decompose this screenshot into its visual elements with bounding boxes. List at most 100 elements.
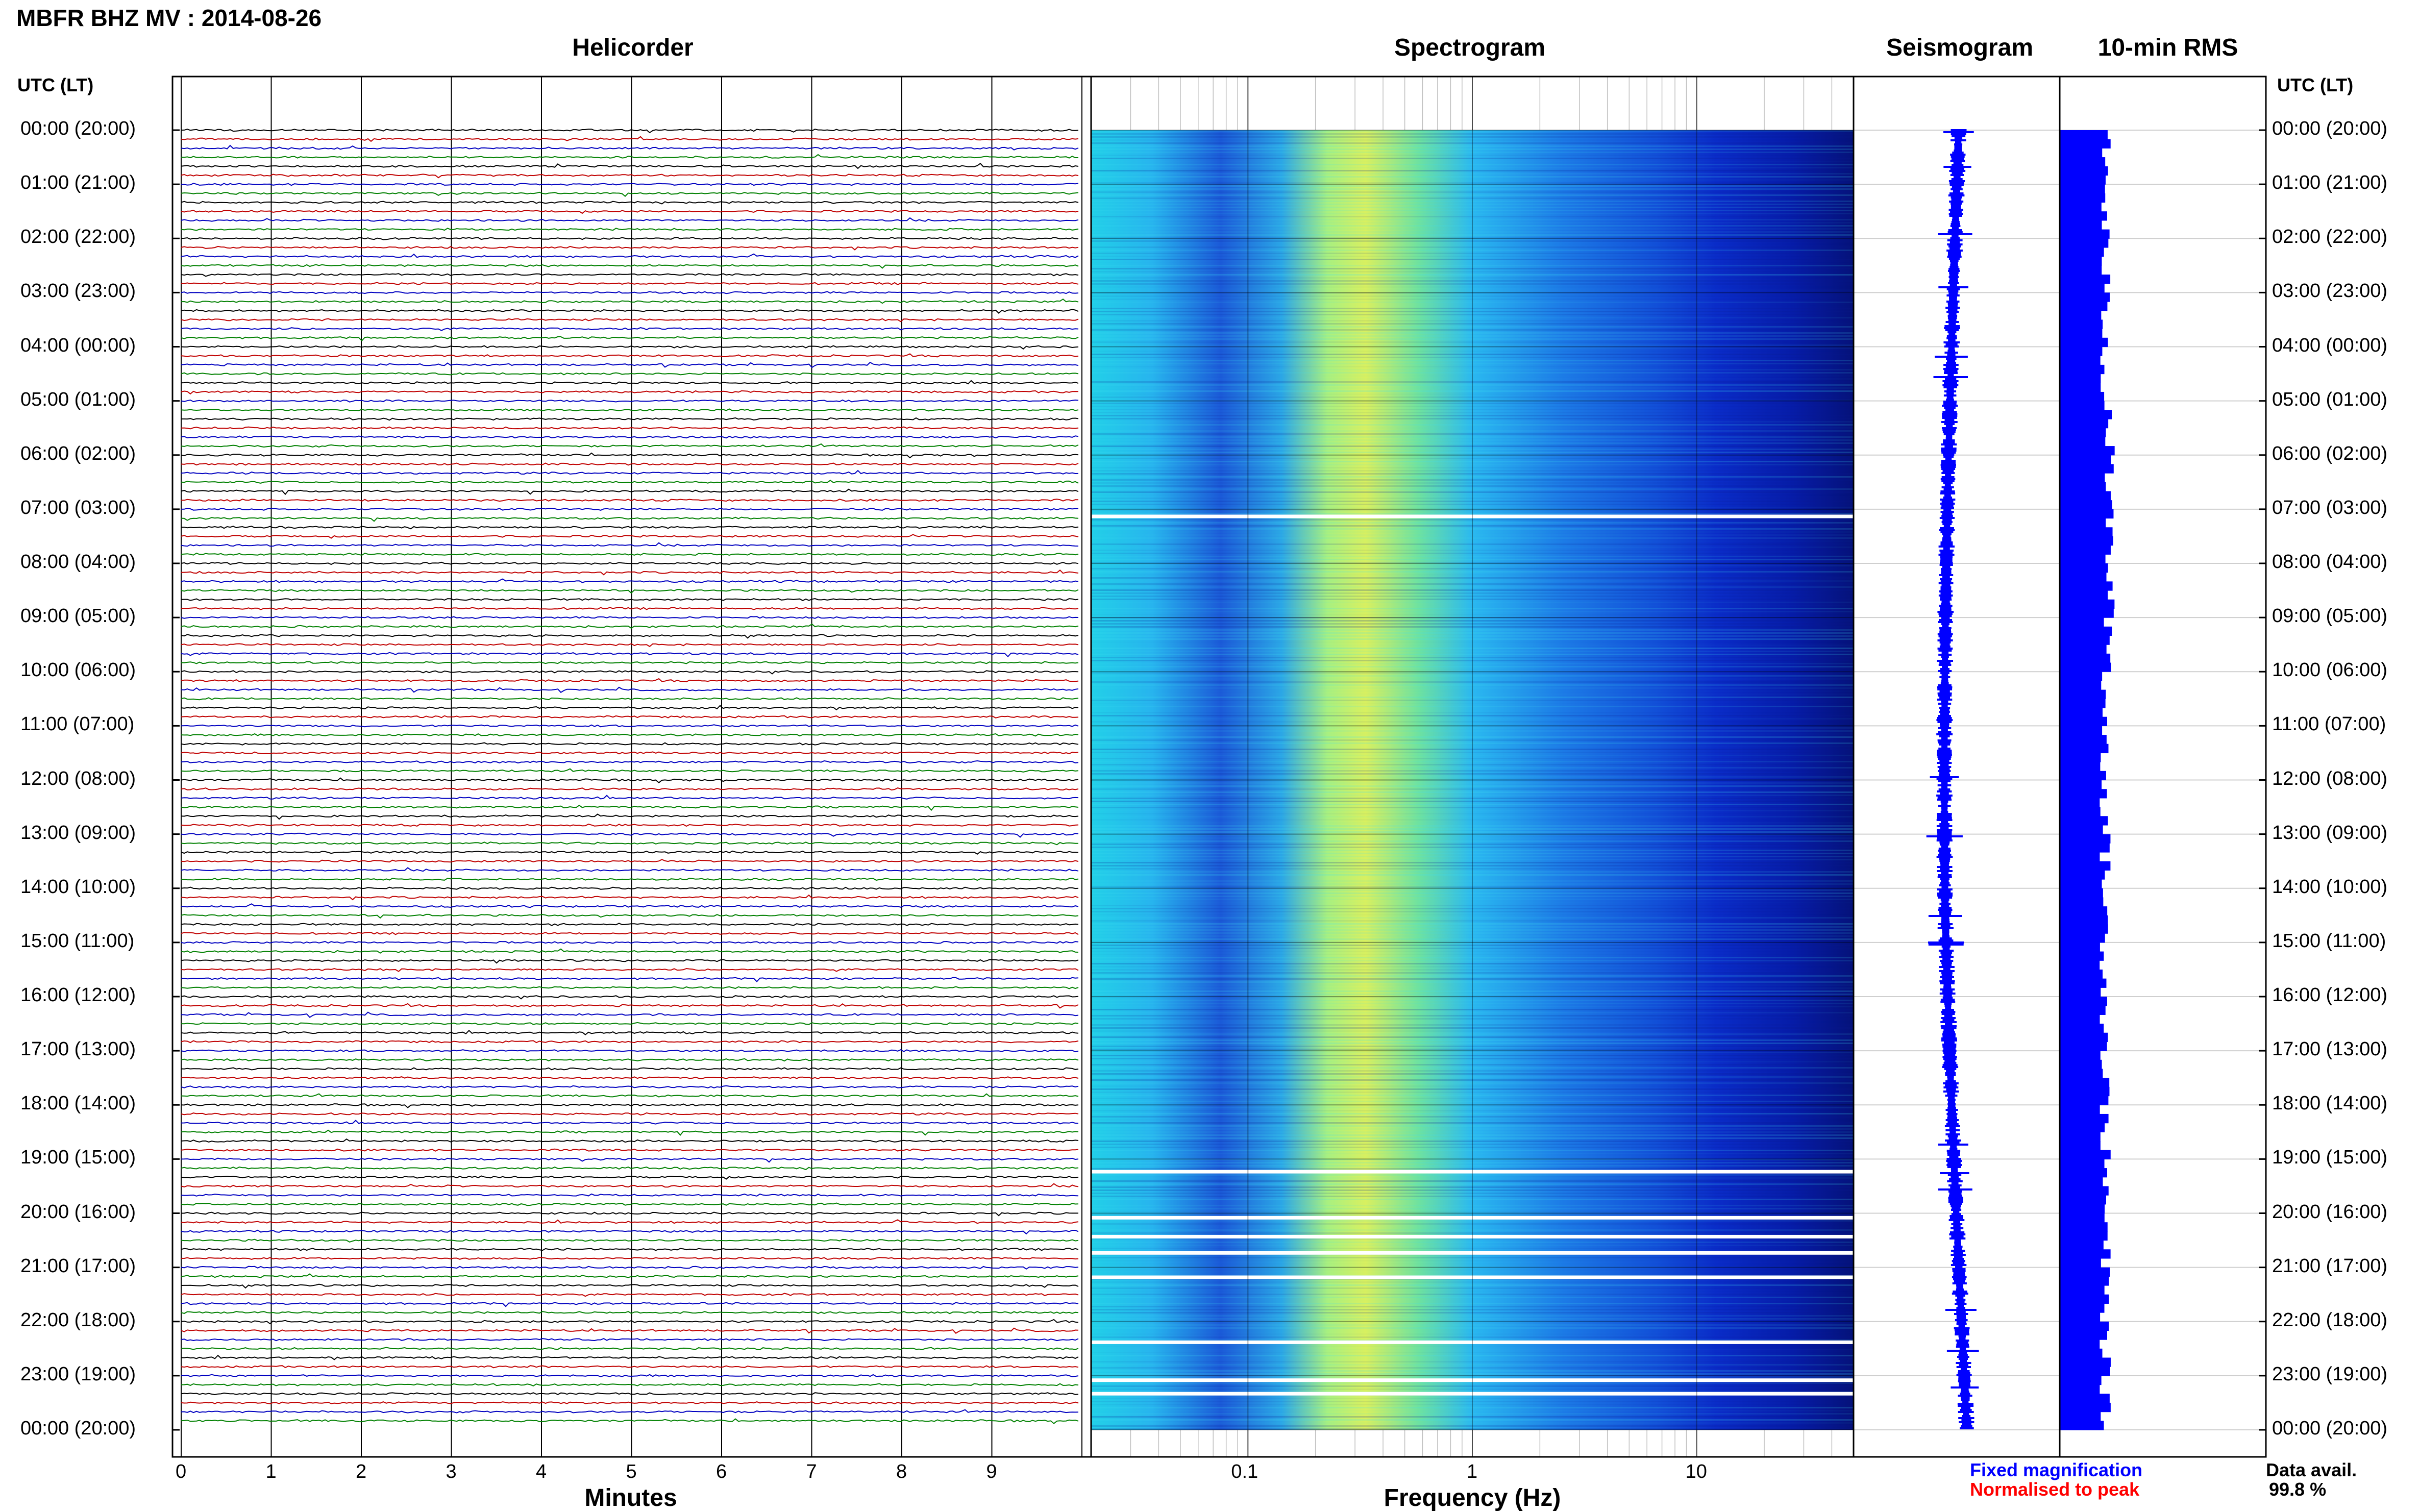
rms-bar <box>2060 1285 2105 1295</box>
spectrogram-streak <box>1091 620 1854 622</box>
right-time-label: 18:00 (14:00) <box>2272 1093 2388 1114</box>
spectrogram-streak <box>1091 1389 1854 1390</box>
spectrogram-streak <box>1091 638 1854 640</box>
rms-bar <box>2060 364 2105 375</box>
left-time-label: 05:00 (01:00) <box>20 388 136 410</box>
left-time-label: 01:00 (21:00) <box>20 172 136 194</box>
helicorder-trace <box>181 1401 1079 1405</box>
spectrogram-streak <box>1091 439 1854 441</box>
spectrogram-streak <box>1091 684 1854 686</box>
spectrogram-streak <box>1091 436 1854 438</box>
spectrogram-streak <box>1091 801 1854 802</box>
helicorder-trace <box>181 253 1079 258</box>
helicorder-trace <box>181 435 1079 439</box>
helicorder-trace <box>181 1129 1079 1136</box>
helicorder-trace <box>181 1003 1079 1009</box>
spectrogram-streak <box>1091 461 1854 462</box>
spectrogram-streak <box>1091 213 1854 214</box>
spectrogram-streak <box>1091 1067 1854 1069</box>
right-time-label: 15:00 (11:00) <box>2272 930 2386 952</box>
left-time-label: 06:00 (02:00) <box>20 442 136 464</box>
rms-bar <box>2060 1051 2101 1060</box>
rms-bar <box>2060 753 2101 762</box>
spectrogram-streak <box>1091 1055 1854 1056</box>
seismogram-trace <box>1926 129 1979 1429</box>
helicorder-trace <box>181 733 1079 737</box>
spectrogram-streak <box>1091 1116 1854 1118</box>
spectrogram-streak <box>1091 314 1854 315</box>
rms-bar <box>2060 220 2102 230</box>
spectrogram-streak <box>1091 543 1854 545</box>
left-time-label: 20:00 (16:00) <box>20 1201 136 1223</box>
spectrogram-streak <box>1091 1153 1854 1154</box>
rms-bar <box>2060 1402 2111 1412</box>
spectrogram-streak <box>1091 831 1854 833</box>
rms-bar <box>2060 211 2107 221</box>
spectrogram-streak <box>1091 170 1854 171</box>
spectrogram-streak <box>1091 804 1854 805</box>
spectrogram-streak <box>1091 1043 1854 1044</box>
rms-bar <box>2060 978 2107 988</box>
rms-bar <box>2060 1340 2100 1349</box>
rms-bar <box>2060 473 2105 483</box>
left-time-label: 00:00 (20:00) <box>20 118 136 139</box>
spectrogram-streak <box>1091 825 1854 827</box>
spectrogram-streak <box>1091 372 1854 374</box>
spectrogram-streak <box>1091 415 1854 416</box>
helicorder-trace <box>181 372 1079 376</box>
helicorder-trace <box>181 228 1079 231</box>
spectrogram-streak <box>1091 406 1854 407</box>
spectrogram-streak <box>1091 859 1854 860</box>
panel-title-helicorder: Helicorder <box>572 34 694 61</box>
spectrogram-streak <box>1091 228 1854 230</box>
rms-bar <box>2060 1421 2104 1430</box>
legend-fixed: Fixed magnification <box>1970 1459 2143 1480</box>
helicorder-trace <box>181 705 1079 711</box>
spectrogram-streak <box>1091 583 1854 585</box>
spectrogram-streak <box>1091 868 1854 870</box>
rms-bar <box>2060 780 2102 789</box>
helicorder-trace <box>181 686 1079 693</box>
rms-bar <box>2060 1249 2111 1259</box>
spectrogram-streak <box>1091 1098 1854 1099</box>
data-avail-value: 99.8 % <box>2269 1479 2327 1500</box>
helicorder-trace <box>181 1138 1079 1143</box>
spectrogram-streak <box>1091 1376 1854 1378</box>
rms-bar <box>2060 184 2105 194</box>
rms-bar <box>2060 1222 2108 1232</box>
spectrogram-streak <box>1091 1232 1854 1234</box>
helicorder-trace <box>181 1029 1079 1035</box>
spectrogram-streak <box>1091 1214 1854 1216</box>
rms-bar <box>2060 1086 2110 1097</box>
rms-bar <box>2060 699 2106 708</box>
spectrogram-streak <box>1091 1183 1854 1185</box>
rms-bar <box>2060 825 2103 835</box>
helicorder-trace <box>181 1354 1079 1360</box>
spectrogram-streak <box>1091 311 1854 312</box>
spectrogram-streak <box>1091 344 1854 346</box>
spectrogram-streak <box>1091 1015 1854 1017</box>
spectrogram-streak <box>1091 1006 1854 1007</box>
rms-bar <box>2060 346 2103 356</box>
helicorder-trace <box>181 1229 1079 1235</box>
spectrogram-streak <box>1091 599 1854 600</box>
left-time-label: 07:00 (03:00) <box>20 497 136 518</box>
right-time-label: 05:00 (01:00) <box>2272 388 2388 410</box>
spectrogram-streak <box>1091 788 1854 790</box>
rms-bar <box>2060 960 2100 970</box>
rms-bar <box>2060 310 2102 320</box>
helicorder-trace <box>181 1319 1079 1325</box>
spectrogram-streak <box>1091 602 1854 603</box>
helicorder-trace <box>181 643 1079 648</box>
spectrogram-streak <box>1091 231 1854 233</box>
helicorder-trace <box>181 1011 1079 1018</box>
spectrogram-streak <box>1091 501 1854 502</box>
spectrogram-streak <box>1091 1306 1854 1307</box>
spectrogram-streak <box>1091 1180 1854 1182</box>
spectrogram-streak <box>1091 1199 1854 1200</box>
spectrogram-streak <box>1091 782 1854 784</box>
rms-bar <box>2060 1357 2111 1367</box>
spectrogram-streak <box>1091 589 1854 591</box>
helicorder-trace <box>181 499 1079 502</box>
